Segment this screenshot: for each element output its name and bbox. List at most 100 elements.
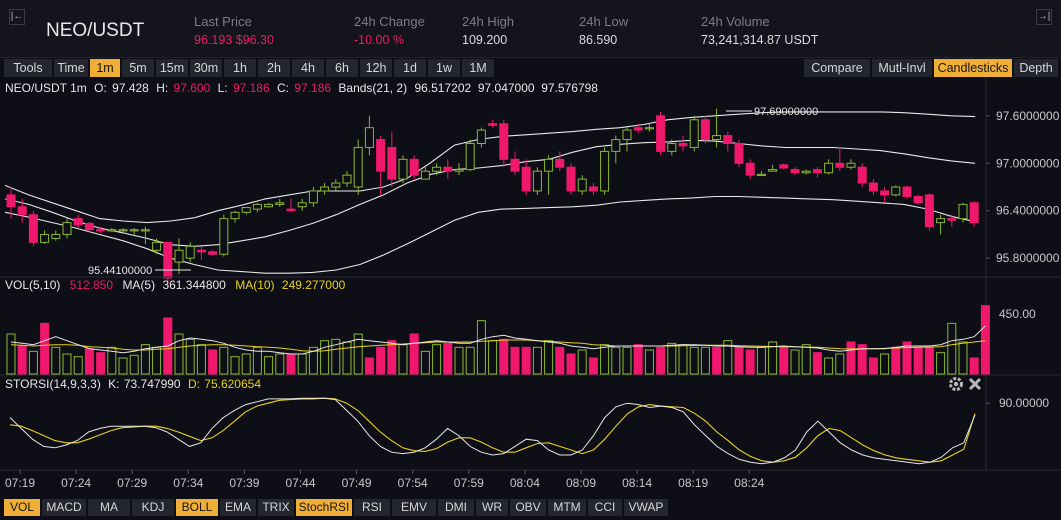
- candle: [644, 123, 654, 132]
- volume-bar-up: [353, 333, 363, 375]
- compare-button[interactable]: Compare: [804, 59, 870, 77]
- indicator-rsi[interactable]: RSI: [354, 499, 390, 516]
- indicator-ema[interactable]: EMA: [220, 499, 256, 516]
- candle-body-up: [476, 129, 486, 145]
- x-tick-label: 07:59: [454, 476, 484, 490]
- interval-15m[interactable]: 15m: [156, 59, 188, 77]
- indicator-ma[interactable]: MA: [88, 499, 130, 516]
- indicator-boll[interactable]: BOLL: [176, 499, 218, 516]
- candle-body-up: [689, 119, 699, 148]
- candle-body-down: [779, 164, 789, 169]
- collapse-left-button[interactable]: |←: [9, 9, 25, 25]
- indicator-macd[interactable]: MACD: [42, 499, 86, 516]
- interval-4h[interactable]: 4h: [292, 59, 324, 77]
- candle: [264, 202, 274, 208]
- volume-bar-up: [958, 341, 968, 375]
- candle-body-up: [264, 203, 274, 208]
- stoch-d-value: 75.620654: [204, 377, 261, 391]
- interval-1M[interactable]: 1M: [462, 59, 494, 77]
- candle: [779, 163, 789, 170]
- volume-bar-up: [6, 333, 16, 375]
- candle-body-down: [196, 249, 206, 253]
- candle: [17, 198, 27, 223]
- depth-button[interactable]: Depth: [1014, 59, 1058, 77]
- legend-high-label: H:: [156, 81, 168, 95]
- volume-bar-up: [230, 356, 240, 375]
- candle: [6, 187, 16, 219]
- volume-bar-down: [734, 346, 744, 375]
- volume-bar-up: [835, 353, 845, 375]
- high-label: 24h High: [462, 14, 515, 29]
- x-tick-label: 08:09: [566, 476, 596, 490]
- indicator-trix[interactable]: TRIX: [258, 499, 294, 516]
- volume-bar-up: [824, 357, 834, 375]
- candle: [409, 155, 419, 180]
- x-tick-label: 07:39: [229, 476, 259, 490]
- candle-body-down: [521, 166, 531, 192]
- volume-bar-down: [510, 346, 520, 375]
- indicator-obv[interactable]: OBV: [510, 499, 546, 516]
- candle: [353, 139, 363, 195]
- candle: [756, 171, 766, 177]
- volume-bar-down: [812, 352, 822, 375]
- volume-bar-up: [320, 340, 330, 375]
- indicator-stochrsi[interactable]: StochRSI: [296, 499, 352, 516]
- interval-12h[interactable]: 12h: [360, 59, 392, 77]
- indicator-vol[interactable]: VOL: [4, 499, 40, 516]
- indicator-kdj[interactable]: KDJ: [132, 499, 174, 516]
- gear-icon[interactable]: [949, 377, 963, 391]
- indicator-cci[interactable]: CCI: [588, 499, 622, 516]
- volume-bar-up: [936, 352, 946, 375]
- multi-interval-button[interactable]: Mutl-Invl: [872, 59, 932, 77]
- interval-1h[interactable]: 1h: [224, 59, 256, 77]
- candle-body-up: [40, 233, 50, 243]
- interval-6h[interactable]: 6h: [326, 59, 358, 77]
- interval-1m[interactable]: 1m: [90, 59, 120, 77]
- candle-body-up: [846, 162, 856, 168]
- candlesticks-button[interactable]: Candlesticks: [934, 59, 1012, 77]
- interval-5m[interactable]: 5m: [122, 59, 154, 77]
- tools-button[interactable]: Tools: [4, 59, 52, 77]
- candle-body-down: [510, 158, 520, 172]
- candle: [667, 139, 677, 156]
- x-tick-label: 08:19: [678, 476, 708, 490]
- collapse-right-button[interactable]: →|: [1036, 9, 1052, 25]
- volume-bars: [6, 305, 990, 375]
- indicator-wr[interactable]: WR: [476, 499, 508, 516]
- interval-30m[interactable]: 30m: [190, 59, 222, 77]
- time-button[interactable]: Time: [54, 59, 88, 77]
- x-tick-label: 07:49: [342, 476, 372, 490]
- vol-legend: VOL(5,10) 512.850 MA(5) 361.344800 MA(10…: [5, 278, 346, 292]
- indicator-dmi[interactable]: DMI: [438, 499, 474, 516]
- candle-body-down: [868, 182, 878, 192]
- interval-2h[interactable]: 2h: [258, 59, 290, 77]
- legend-bands-values: 96.517202 97.047000 97.576798: [414, 81, 598, 95]
- candle: [28, 210, 38, 247]
- volume-bar-up: [62, 353, 72, 375]
- vol-ma5-line: [10, 325, 986, 355]
- candle: [812, 167, 822, 178]
- indicator-vwap[interactable]: VWAP: [624, 499, 668, 516]
- candle: [544, 155, 554, 195]
- close-icon[interactable]: [968, 377, 982, 391]
- candle: [152, 238, 162, 255]
- y-tick-label: 95.8000000: [996, 251, 1060, 265]
- candle-body-up: [331, 182, 341, 188]
- candle: [577, 175, 587, 195]
- candle-body-down: [947, 218, 957, 221]
- legend-low-label: L:: [218, 81, 228, 95]
- candle: [62, 218, 72, 239]
- candle: [588, 183, 598, 195]
- candle: [801, 169, 811, 175]
- candle-body-up: [398, 158, 408, 180]
- price-chart[interactable]: NEO/USDT 1m O: 97.428 H: 97.600 L: 97.18…: [0, 78, 1061, 498]
- volume-bar-down: [913, 346, 923, 375]
- candle-body-down: [376, 139, 386, 172]
- interval-1d[interactable]: 1d: [394, 59, 426, 77]
- volume-bar-down: [868, 357, 878, 375]
- interval-1w[interactable]: 1w: [428, 59, 460, 77]
- indicator-mtm[interactable]: MTM: [548, 499, 586, 516]
- indicator-emv[interactable]: EMV: [392, 499, 436, 516]
- low-label: 24h Low: [579, 14, 629, 29]
- candle: [488, 119, 498, 128]
